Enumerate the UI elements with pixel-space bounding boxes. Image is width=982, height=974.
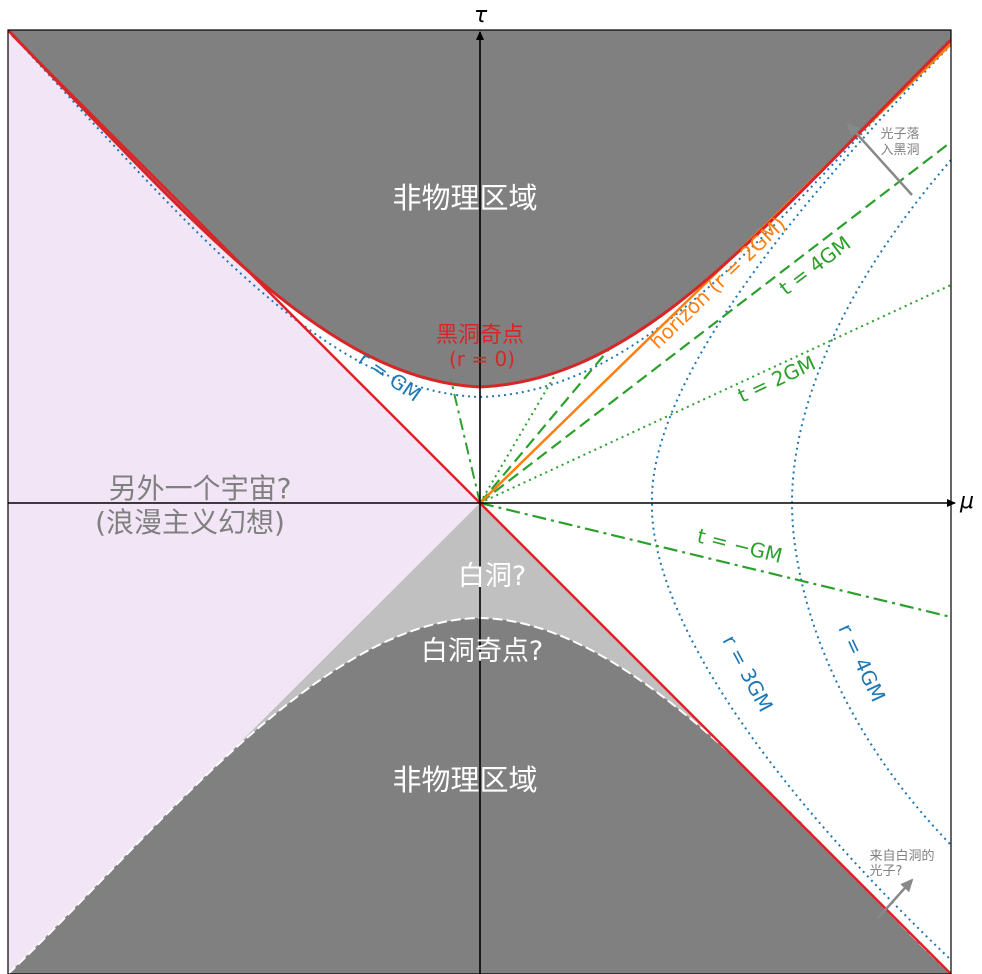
white-hole-label: 白洞? (458, 561, 526, 592)
other-universe-label-1: 另外一个宇宙? (109, 472, 292, 505)
tau-axis-label: τ (474, 3, 488, 28)
mu-axis-label: μ (959, 489, 974, 514)
t-4gm-line (479, 141, 951, 504)
photon-in-arrow (846, 122, 913, 196)
t-inner-dashed-line (479, 347, 611, 504)
other-universe-label-2: (浪漫主义幻想) (95, 506, 285, 539)
t-2gm-line (479, 284, 951, 504)
t-2gm-label: t = 2GM (734, 351, 819, 408)
r-3gm-label: r = 3GM (718, 631, 778, 716)
photon-in-label-1: 光子落 (880, 127, 919, 142)
photon-out-label-1: 来自白洞的 (869, 848, 934, 864)
photon-out-arrow (877, 878, 914, 919)
lower-unphysical-label: 非物理区域 (392, 763, 537, 797)
red-diagonal-left-upper (11, 34, 481, 504)
black-hole-singularity-label-1: 黑洞奇点 (436, 323, 524, 348)
upper-unphysical-label: 非物理区域 (392, 181, 537, 215)
t-inner-dashdot-line (450, 379, 481, 504)
t-4gm-label: t = 4GM (775, 231, 856, 300)
other-universe-region (8, 30, 480, 974)
white-hole-singularity-label: 白洞奇点? (421, 636, 543, 667)
r-gm-curve (8, 30, 951, 399)
photon-out-label-2: 光子? (870, 864, 903, 879)
red-diagonal-right-lower (479, 502, 951, 974)
t-inner-dotted-line (479, 374, 556, 504)
black-hole-singularity-label-2: (r = 0) (449, 347, 515, 371)
t-neg-gm-label: t = −GM (695, 524, 785, 568)
photon-in-label-2: 入黑洞 (880, 143, 919, 158)
